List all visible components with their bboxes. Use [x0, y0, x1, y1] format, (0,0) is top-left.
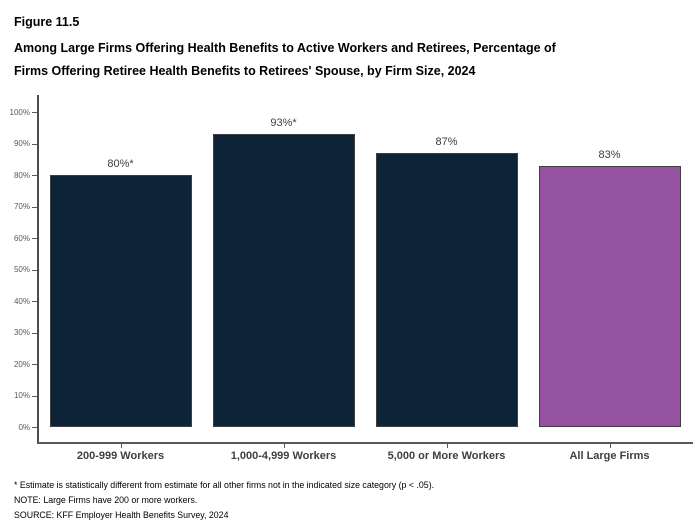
y-tick-label: 80% [13, 170, 30, 180]
y-tick-label: 20% [13, 359, 30, 369]
y-tick-label: 50% [13, 265, 30, 274]
footnotes: * Estimate is statistically different fr… [14, 478, 690, 523]
y-tick-mark [32, 332, 37, 334]
bar [212, 134, 355, 427]
y-tick-mark [32, 395, 37, 397]
y-tick-mark [32, 206, 37, 208]
x-axis-line [37, 442, 693, 444]
x-tick-mark [120, 444, 122, 448]
figure-number: Figure 11.5 [14, 15, 80, 29]
x-tick-mark [283, 444, 285, 448]
bar-slot: 80%* [39, 95, 202, 427]
y-tick-label: 10% [13, 391, 30, 400]
y-tick-label: 100% [9, 107, 30, 117]
y-tick-mark [32, 143, 37, 145]
bar-slot: 93%* [202, 95, 365, 427]
bar-slot: 83% [528, 95, 691, 427]
bar-value-label: 93%* [270, 117, 297, 130]
y-tick-mark [32, 112, 37, 113]
figure-title-line-1: Among Large Firms Offering Health Benefi… [14, 41, 556, 55]
y-tick-label: 70% [13, 202, 30, 211]
bar-value-label: 80%* [107, 158, 134, 170]
y-tick-mark [32, 269, 37, 271]
x-axis-label: All Large Firms [569, 450, 650, 462]
bar [538, 165, 681, 427]
x-axis-label: 5,000 or More Workers [387, 450, 506, 462]
y-tick-mark [32, 238, 37, 239]
y-tick-mark [32, 301, 37, 302]
bar-value-label: 87% [435, 135, 458, 148]
x-tick-mark [609, 444, 611, 448]
y-tick-mark [32, 175, 37, 176]
bar-slot: 87% [365, 95, 528, 427]
y-tick-label: 60% [13, 233, 30, 243]
figure-header: Figure 11.5 Among Large Firms Offering H… [14, 14, 686, 83]
footnote-note: NOTE: Large Firms have 200 or more worke… [14, 495, 198, 505]
y-tick-mark [32, 427, 37, 428]
y-tick-label: 40% [13, 296, 30, 306]
figure-title-line-2: Firms Offering Retiree Health Benefits t… [14, 64, 476, 78]
bar-chart-plot-area: 80%* 93%* 87% 83% [39, 95, 691, 427]
y-tick-label: 30% [13, 328, 30, 337]
y-tick-label: 90% [13, 139, 30, 148]
bar-value-label: 83% [598, 148, 621, 161]
bar [49, 175, 192, 427]
y-tick-label: 0% [18, 422, 30, 432]
bar [375, 152, 518, 427]
x-tick-mark [446, 444, 448, 448]
y-tick-mark [32, 364, 37, 365]
x-axis-label: 1,000-4,999 Workers [230, 450, 337, 462]
x-axis-labels: 200-999 Workers 1,000-4,999 Workers 5,000 … [39, 450, 691, 463]
y-axis-line [37, 95, 39, 444]
x-axis-label: 200-999 Workers [76, 450, 165, 462]
footnote-estimate: * Estimate is statistically different fr… [14, 480, 435, 490]
footnote-source: SOURCE: KFF Employer Health Benefits Sur… [14, 510, 229, 520]
